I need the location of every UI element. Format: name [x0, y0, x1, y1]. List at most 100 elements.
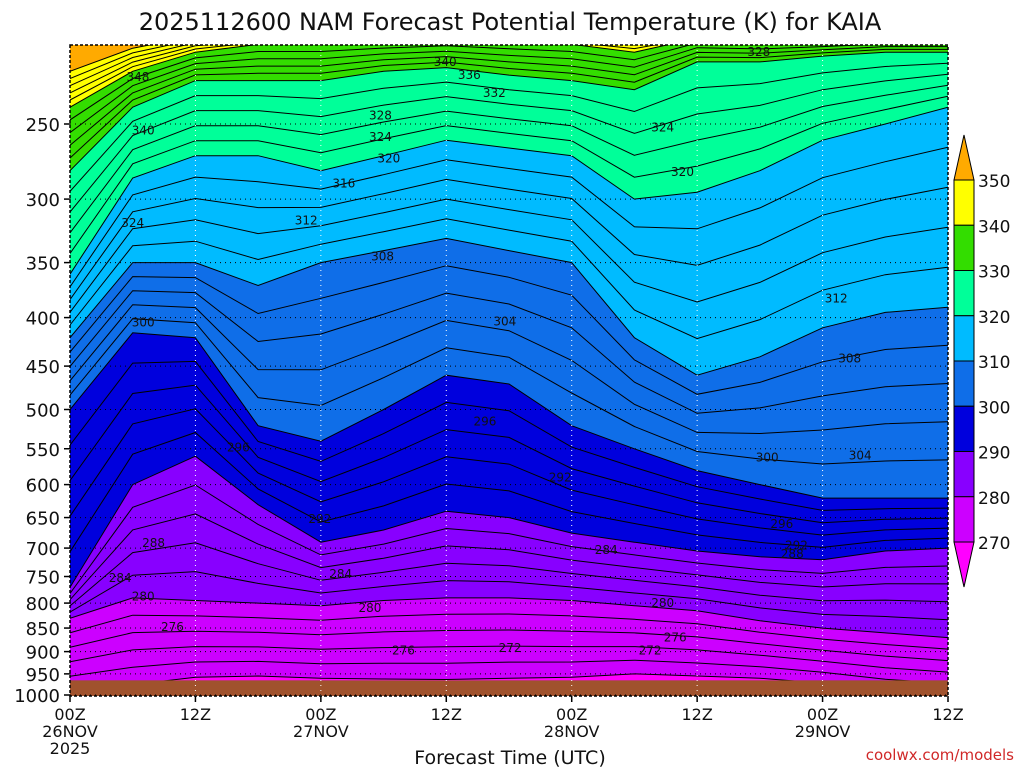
legend-label-290: 290	[978, 444, 1010, 464]
contour-296	[70, 384, 948, 524]
y-tick-label-650: 650	[26, 509, 60, 530]
band-330-340	[70, 45, 948, 171]
contour-284	[70, 542, 948, 607]
watermark[interactable]: coolwx.com/models	[866, 746, 1014, 764]
contour-label-320: 320	[671, 165, 694, 179]
contour-label-300: 300	[756, 451, 779, 465]
contour-300	[70, 332, 948, 499]
legend-swatch-330	[953, 224, 975, 271]
contour-label-288: 288	[781, 547, 804, 561]
x-date-label-72: 29NOV	[795, 722, 851, 741]
y-tick-label-500: 500	[26, 401, 60, 422]
contour-288	[70, 484, 948, 594]
contour-294	[70, 408, 948, 536]
contour-276	[70, 629, 948, 662]
contour-324	[70, 84, 948, 234]
y-tick-label-600: 600	[26, 476, 60, 497]
ground-below-surface	[70, 680, 948, 696]
contour-label-296: 296	[227, 440, 250, 454]
contour-318	[70, 146, 948, 288]
color-legend: 350 340 330 320 310 300 290 280 270	[953, 134, 1010, 588]
contour-label-340: 340	[434, 55, 457, 69]
contour-label-288: 288	[142, 536, 165, 550]
x-date-label-24: 27NOV	[293, 722, 349, 741]
contour-label-312: 312	[295, 213, 318, 227]
y-tick-label-750: 750	[26, 568, 60, 589]
legend-label-350: 350	[978, 172, 1010, 192]
y-tick-label-350: 350	[26, 254, 60, 275]
contour-label-308: 308	[838, 352, 861, 366]
contour-label-344: 344	[345, 33, 368, 47]
contour-label-280: 280	[359, 601, 382, 615]
legend-label-330: 330	[978, 263, 1010, 283]
contour-label-272: 272	[499, 641, 522, 655]
contour-label-292: 292	[308, 512, 331, 526]
legend-label-310: 310	[978, 353, 1010, 373]
x-tick-label-24: 00Z	[305, 705, 336, 724]
contour-302	[70, 318, 948, 465]
x-axis-label: Forecast Time (UTC)	[414, 747, 605, 768]
contour-308	[70, 265, 948, 395]
legend-swatch-290	[953, 405, 975, 452]
contour-312	[70, 218, 948, 340]
legend-swatch-320	[953, 270, 975, 317]
contour-336	[70, 45, 870, 134]
legend-arrow-bottom	[953, 541, 975, 588]
contour-label-284: 284	[109, 571, 132, 585]
contour-306	[70, 290, 948, 414]
y-axis: 250 300 350 400 450 500 550 600 650 700 750 800 850 9…	[14, 115, 70, 707]
contour-label-272: 272	[639, 644, 662, 658]
legend-swatch-270	[953, 496, 975, 543]
contour-label-276: 276	[161, 620, 184, 634]
contour-label-276: 276	[392, 644, 415, 658]
x-tick-label-84: 12Z	[932, 705, 963, 724]
contour-328	[70, 62, 948, 192]
legend-swatch-300	[953, 360, 975, 407]
contour-label-324: 324	[121, 216, 144, 230]
contour-label-348: 348	[126, 70, 149, 84]
y-tick-label-400: 400	[26, 309, 60, 330]
contour-label-300: 300	[132, 316, 155, 330]
contour-label-292: 292	[549, 471, 572, 485]
contour-330	[70, 51, 948, 172]
contour-label-280: 280	[651, 596, 674, 610]
legend-label-270: 270	[978, 534, 1010, 554]
band-340-350	[70, 45, 667, 108]
x-date-label-48: 28NOV	[544, 722, 600, 741]
contour-label-336: 336	[458, 68, 481, 82]
contour-326	[70, 73, 948, 213]
contour-label-328: 328	[369, 109, 392, 123]
y-tick-label-700: 700	[26, 539, 60, 560]
legend-swatch-310	[953, 315, 975, 362]
contour-304	[70, 304, 948, 435]
x-tick-label-72: 00Z	[807, 705, 838, 724]
contour-label-332: 332	[483, 86, 506, 100]
band-280-290	[70, 456, 948, 638]
x-tick-label-0: 00Z	[54, 705, 85, 724]
legend-swatch-280	[953, 451, 975, 498]
y-tick-label-800: 800	[26, 594, 60, 615]
y-tick-label-300: 300	[26, 190, 60, 211]
x-tick-label-12: 12Z	[180, 705, 211, 724]
contour-label-276: 276	[664, 631, 687, 645]
band-350-360	[70, 45, 150, 72]
contour-338	[70, 45, 766, 121]
contour-332	[70, 48, 948, 159]
band-310-320	[70, 107, 948, 376]
legend-label-300: 300	[978, 398, 1010, 418]
contour-286	[70, 513, 948, 601]
contour-278	[70, 613, 948, 650]
contour-label-280: 280	[132, 589, 155, 603]
contour-label-324: 324	[369, 130, 392, 144]
legend-label-340: 340	[978, 217, 1010, 237]
contour-282	[70, 571, 948, 621]
contour-314	[70, 198, 948, 313]
contour-label-284: 284	[595, 543, 618, 557]
y-tick-label-850: 850	[26, 619, 60, 640]
contour-342	[70, 45, 658, 101]
x-date-label-0: 26NOV	[42, 722, 98, 741]
contour-310	[70, 237, 948, 376]
x-tick-label-60: 12Z	[681, 705, 712, 724]
